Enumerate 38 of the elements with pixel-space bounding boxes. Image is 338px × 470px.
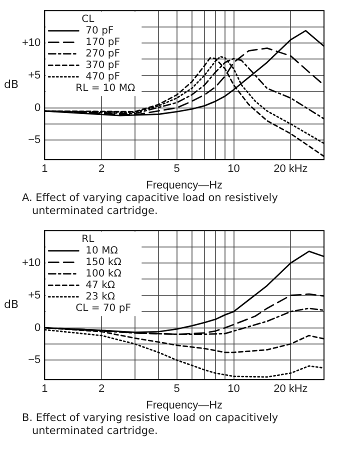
y-tick-label: +10 bbox=[22, 257, 41, 270]
legend-label: 23 kΩ bbox=[86, 291, 116, 302]
y-tick-label: −5 bbox=[28, 134, 41, 146]
x-tick-label: 2 bbox=[98, 163, 105, 176]
legend-label: 470 pF bbox=[86, 71, 120, 82]
legend-label: 70 pF bbox=[86, 25, 114, 36]
x-tick-label: 5 bbox=[174, 163, 180, 176]
y-tick-label: +10 bbox=[22, 37, 41, 50]
x-tick-label: 10 bbox=[228, 383, 240, 396]
y-axis-title: dB bbox=[4, 298, 19, 311]
x-tick-label: 1 bbox=[42, 163, 48, 176]
x-axis-title: Frequency—Hz bbox=[146, 179, 223, 192]
legend-label: 150 kΩ bbox=[86, 256, 122, 268]
legend-label: 10 MΩ bbox=[86, 245, 118, 256]
annotation: CL = 70 pF bbox=[76, 302, 132, 314]
y-tick-label: −5 bbox=[28, 354, 41, 366]
y-axis-title: dB bbox=[4, 78, 19, 91]
y-tick-label: 0 bbox=[34, 102, 41, 114]
x-tick-label: 2 bbox=[98, 383, 105, 396]
x-tick-label: 20 kHz bbox=[274, 383, 308, 396]
x-tick-label: 1 bbox=[42, 383, 48, 396]
legend-label: 270 pF bbox=[86, 48, 120, 60]
y-tick-label: +5 bbox=[28, 289, 41, 302]
y-tick-label: +5 bbox=[28, 69, 41, 82]
x-axis-title: Frequency—Hz bbox=[146, 399, 223, 412]
text: B. Effect of varying resistive load on capacitively unterminated cartridge. bbox=[21, 412, 280, 439]
legend-label: 370 pF bbox=[86, 60, 120, 71]
legend-title: CL bbox=[82, 14, 95, 25]
x-tick-label: 20 kHz bbox=[274, 163, 308, 176]
legend-label: 47 kΩ bbox=[86, 280, 116, 291]
x-tick-label: 5 bbox=[174, 383, 180, 396]
x-tick-label: 10 bbox=[228, 163, 240, 176]
legend-title: RL bbox=[82, 234, 95, 245]
text: A. Effect of varying capacitive load on resistively unterminated cartridge. bbox=[21, 192, 279, 219]
legend-label: 100 kΩ bbox=[86, 268, 122, 280]
legend-label: 170 pF bbox=[86, 36, 120, 48]
y-tick-label: 0 bbox=[34, 322, 41, 334]
annotation: RL = 10 MΩ bbox=[76, 82, 136, 94]
